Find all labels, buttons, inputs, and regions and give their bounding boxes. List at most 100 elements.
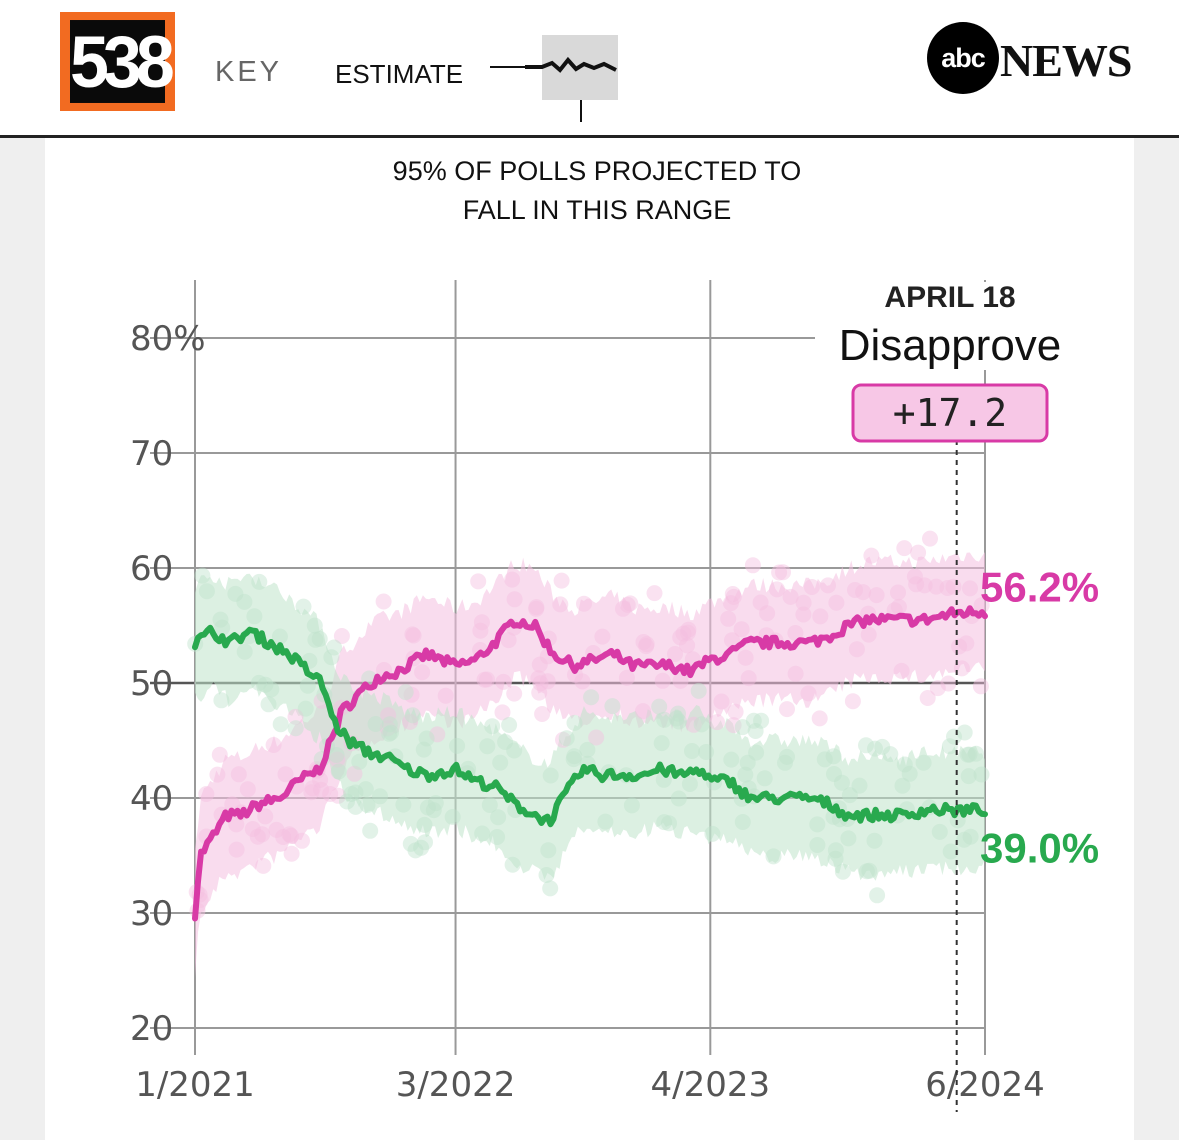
approve-poll-dot [542,767,559,784]
approve-poll-dot [295,598,312,615]
left-margin [0,138,45,1140]
disapprove-poll-dot [283,827,299,844]
disapprove-poll-dot [304,780,321,797]
disapprove-poll-dot [922,530,938,547]
approve-poll-dot [213,692,230,709]
disapprove-poll-dot [769,581,785,598]
disapprove-poll-dot [473,614,490,631]
disapprove-poll-dot [230,766,247,783]
approve-poll-dot [962,828,979,845]
key-caption-line1: 95% OF POLLS PROJECTED TO [392,156,802,186]
disapprove-poll-dot [437,687,454,704]
approve-poll-dot [882,746,899,763]
disapprove-poll-dot [275,829,292,845]
approve-poll-dot [372,788,388,805]
approve-poll-dot [753,712,770,729]
disapprove-poll-dot [744,557,761,574]
disapprove-poll-dot [951,638,968,655]
disapprove-poll-dot [552,596,569,613]
disapprove-end-label: 56.2% [980,564,1099,611]
disapprove-poll-dot [787,625,804,641]
y-tick-label: 60 [130,549,173,589]
approve-poll-dot [381,716,398,733]
disapprove-poll-dot [567,666,583,683]
approve-poll-dot [565,751,582,768]
approve-poll-dot [656,711,673,728]
disapprove-poll-dot [312,771,329,788]
uncertainty-bands [195,552,985,978]
disapprove-poll-dot [860,626,877,643]
disapprove-poll-dot [720,610,737,627]
disapprove-poll-dot [725,588,742,605]
approve-poll-dot [492,754,509,771]
approve-poll-dot [427,795,444,812]
approve-poll-dot [737,766,754,783]
disapprove-poll-dot [893,662,910,679]
disapprove-poll-dot [679,637,696,654]
approve-poll-dot [307,631,324,648]
disapprove-poll-dot [733,621,750,638]
disapprove-poll-dot [495,673,512,690]
annotation-label: Disapprove [839,321,1062,370]
538-logo[interactable]: 538 [60,12,175,111]
approve-poll-dot [851,777,868,794]
annotation-backdrop [815,282,1083,370]
disapprove-poll-dot [209,766,226,783]
approve-poll-dot [973,766,990,783]
y-tick-label: 20 [130,1009,173,1049]
disapprove-poll-dot [294,832,310,849]
approve-poll-dot [765,848,782,865]
disapprove-poll-dot [254,826,271,843]
disapprove-poll-dot [414,664,431,681]
disapprove-poll-dot [379,720,396,737]
approve-poll-dot [236,643,253,660]
disapprove-poll-dot [346,765,363,782]
disapprove-poll-dot [795,606,812,623]
approve-poll-dot [328,747,345,763]
abc-logo-icon[interactable]: abc [927,22,999,94]
538-logo-text: 538 [70,20,175,103]
approve-poll-dot [833,774,850,791]
disapprove-poll-dot [476,671,493,688]
disapprove-poll-dot [504,571,521,588]
approve-poll-dot [323,649,340,666]
approve-poll-dot [961,746,978,763]
approve-poll-dot [417,834,433,851]
approve-poll-dot [681,776,698,792]
disapprove-poll-dot [812,608,829,625]
disapprove-poll-dot [890,598,907,615]
approve-band [195,573,985,881]
disapprove-poll-dot [828,594,845,611]
disapprove-poll-dot [553,572,570,589]
disapprove-poll-dot [333,628,350,644]
disapprove-poll-dot [724,586,741,602]
approve-poll-dot [271,628,288,645]
approve-poll-dot [449,737,466,754]
disapprove-poll-dot [958,635,975,652]
disapprove-poll-dot [615,600,631,617]
disapprove-poll-dot [973,597,990,614]
approve-poll-dot [351,753,368,770]
approve-poll-dot [251,674,267,691]
approve-poll-dot [693,716,710,733]
approve-poll-dot [827,842,844,859]
disapprove-poll-dot [574,673,591,690]
disapprove-poll-dot [940,675,957,692]
approve-poll-dot [670,705,686,722]
approve-poll-dot [415,741,432,758]
disapprove-poll-dot [779,701,795,718]
estimate-key-icon [490,35,618,122]
disapprove-poll-dot [654,672,671,689]
x-tick-label: 4/2023 [650,1065,770,1105]
approve-poll-dot [501,717,518,733]
approve-poll-dot [194,567,211,584]
approve-poll-dot [299,677,316,694]
x-tick-label: 6/2024 [925,1065,1045,1105]
approve-end-label: 39.0% [980,825,1099,872]
approve-poll-dot [946,728,962,745]
approve-poll-dot [359,797,376,813]
approve-poll-dot [745,712,762,729]
approve-poll-dot [896,756,913,773]
poll-dots [187,530,990,919]
approve-poll-dot [651,698,668,715]
